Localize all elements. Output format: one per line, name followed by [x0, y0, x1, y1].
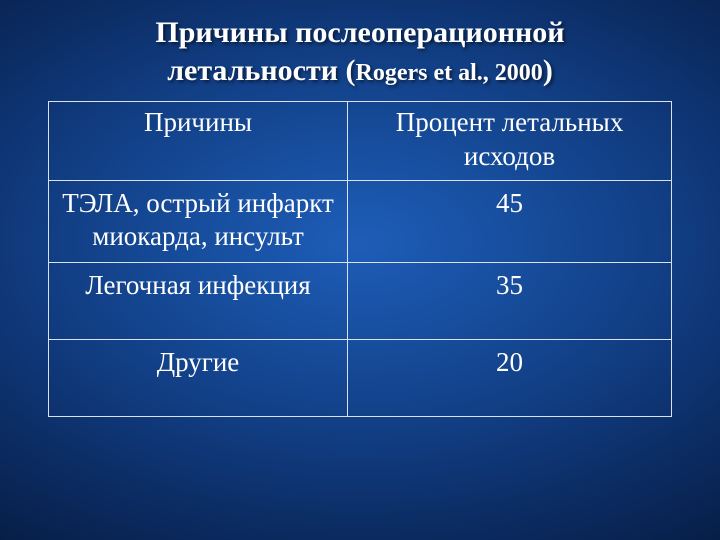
title-line2: летальности (Rogers et al., 2000) — [167, 54, 553, 87]
table-row: Легочная инфекция 35 — [49, 263, 672, 340]
cell-cause: Легочная инфекция — [49, 263, 348, 340]
table-row: Другие 20 — [49, 339, 672, 416]
cell-percent: 45 — [348, 180, 672, 263]
table-header-row: Причины Процент летальных исходов — [49, 102, 672, 181]
cell-percent: 20 — [348, 339, 672, 416]
table-row: ТЭЛА, острый инфаркт миокарда, инсульт 4… — [49, 180, 672, 263]
title-line2-b: ) — [543, 54, 553, 87]
title-citation: Rogers et al., 2000 — [356, 60, 543, 86]
title-line1: Причины послеоперационной — [155, 16, 564, 49]
header-causes: Причины — [49, 102, 348, 181]
slide-title: Причины послеоперационной летальности (R… — [48, 14, 672, 89]
mortality-table: Причины Процент летальных исходов ТЭЛА, … — [48, 101, 672, 417]
cell-cause: Другие — [49, 339, 348, 416]
slide: Причины послеоперационной летальности (R… — [0, 0, 720, 540]
cell-cause: ТЭЛА, острый инфаркт миокарда, инсульт — [49, 180, 348, 263]
header-percent: Процент летальных исходов — [348, 102, 672, 181]
title-line2-a: летальности ( — [167, 54, 355, 87]
cell-percent: 35 — [348, 263, 672, 340]
